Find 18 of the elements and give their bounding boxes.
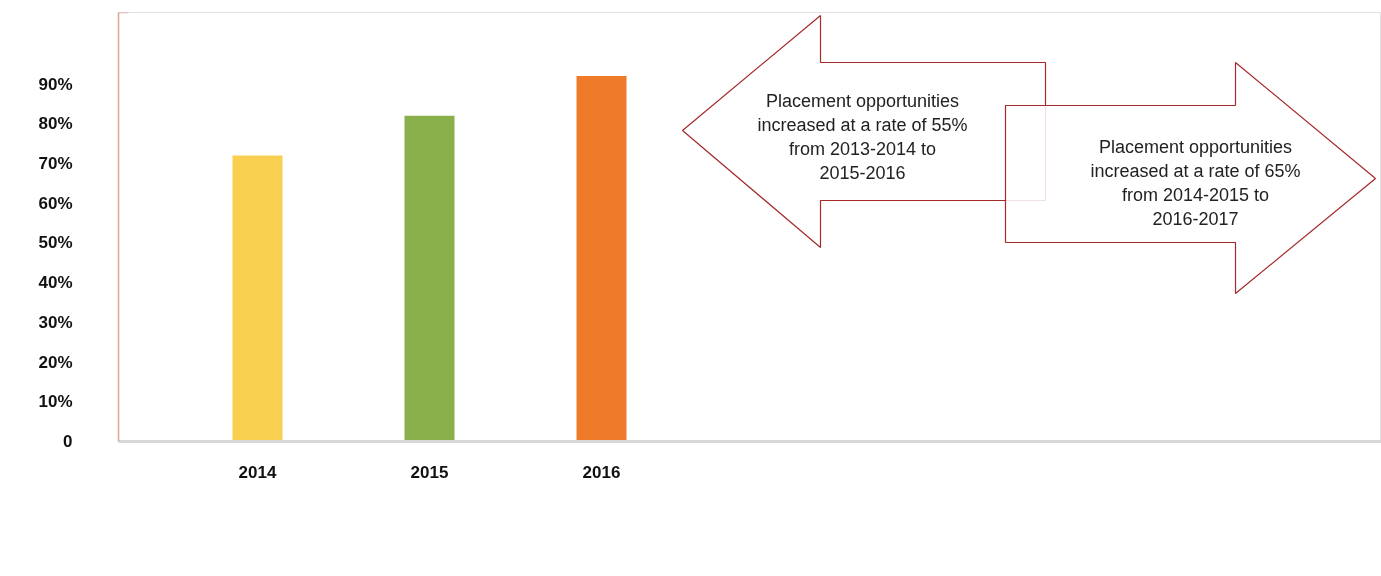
- y-tick-label: 10%: [38, 392, 73, 412]
- text: Placement opportunities increased at a rate of 55% from 2013-2014 to 2015-2016: [757, 90, 968, 183]
- text: Placement opportunities increased at a rate of 65% from 2014-2015 to 2016-2017: [1090, 136, 1301, 229]
- x-tick-label: 2014: [238, 462, 277, 482]
- y-tick-label: 90%: [38, 74, 73, 94]
- bar: [232, 155, 283, 442]
- y-tick-label: 80%: [38, 114, 73, 134]
- bar: [576, 76, 627, 442]
- x-tick-label: 2016: [582, 462, 621, 482]
- y-tick-label: 0: [63, 432, 73, 451]
- bar: [404, 115, 455, 442]
- y-tick-label: 60%: [38, 193, 73, 213]
- y-tick-label: 30%: [38, 312, 73, 332]
- y-tick-label: 70%: [38, 153, 73, 173]
- y-tick-label: 40%: [38, 273, 73, 293]
- y-tick-label: 20%: [38, 352, 73, 372]
- y-tick-label: 50%: [38, 233, 73, 253]
- x-tick-label: 2015: [410, 462, 449, 482]
